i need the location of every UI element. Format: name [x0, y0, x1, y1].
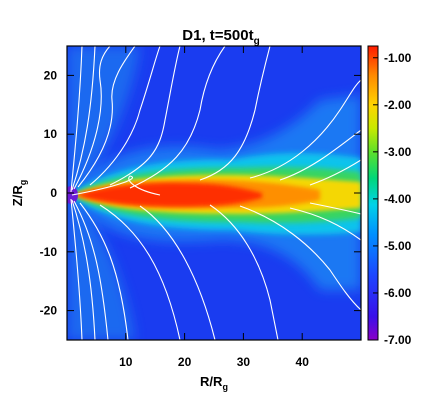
y-tick-label: 0 — [50, 186, 57, 200]
field-line — [99, 204, 181, 340]
field-line — [309, 159, 361, 186]
field-line — [89, 46, 161, 186]
y-axis-label: Z/Rg — [10, 180, 28, 206]
x-tick-label: 40 — [296, 355, 310, 369]
colorbar-tick-label: -4.00 — [384, 192, 412, 206]
field-line — [249, 79, 361, 179]
field-line — [199, 46, 271, 181]
field-line — [71, 175, 161, 196]
field-lines — [70, 46, 361, 340]
field-line — [70, 198, 83, 340]
colorbar-tick-label: -3.00 — [384, 145, 412, 159]
field-line — [73, 46, 111, 190]
x-tick-label: 10 — [119, 355, 133, 369]
x-tick-label: 20 — [178, 355, 192, 369]
colorbar-tick-label: -5.00 — [384, 239, 412, 253]
colorbar-tick-label: -2.00 — [384, 98, 412, 112]
field-line — [70, 46, 83, 193]
x-axis: 10 20 30 40 — [119, 46, 309, 369]
colorbar-tick-label: -1.00 — [384, 51, 412, 65]
field-line — [279, 129, 361, 181]
field-line — [289, 207, 361, 241]
colorbar-tick-label: -7.00 — [384, 333, 412, 347]
colorbar-ticks: -1.00 -2.00 -3.00 -4.00 -5.00 -6.00 -7.00 — [373, 51, 412, 347]
funnel-region — [67, 46, 140, 340]
y-axis: 20 10 0 -10 -20 — [40, 68, 361, 318]
colorbar-gradient — [367, 45, 379, 341]
colorbar: -1.00 -2.00 -3.00 -4.00 -5.00 -6.00 -7.00 — [367, 45, 412, 347]
disk-red-core — [76, 182, 262, 207]
field-line — [73, 200, 109, 340]
y-tick-label: -20 — [40, 304, 58, 318]
x-tick-label: 30 — [237, 355, 251, 369]
x-axis-label: R/Rg — [200, 374, 228, 392]
field-line — [309, 202, 361, 215]
field-line — [77, 46, 136, 188]
heatmap-image — [67, 46, 361, 340]
chart-title: D1, t=500tg — [182, 27, 259, 47]
field-line — [71, 46, 96, 191]
colorbar-tick-label: -6.00 — [384, 286, 412, 300]
y-tick-label: -10 — [40, 245, 58, 259]
field-line — [239, 205, 361, 311]
y-tick-label: 10 — [44, 127, 58, 141]
field-line — [139, 205, 216, 340]
field-line — [129, 46, 226, 189]
y-tick-label: 20 — [44, 68, 58, 82]
field-line — [209, 204, 279, 340]
field-line — [71, 199, 96, 340]
field-line — [79, 202, 129, 340]
field-line — [109, 46, 181, 186]
